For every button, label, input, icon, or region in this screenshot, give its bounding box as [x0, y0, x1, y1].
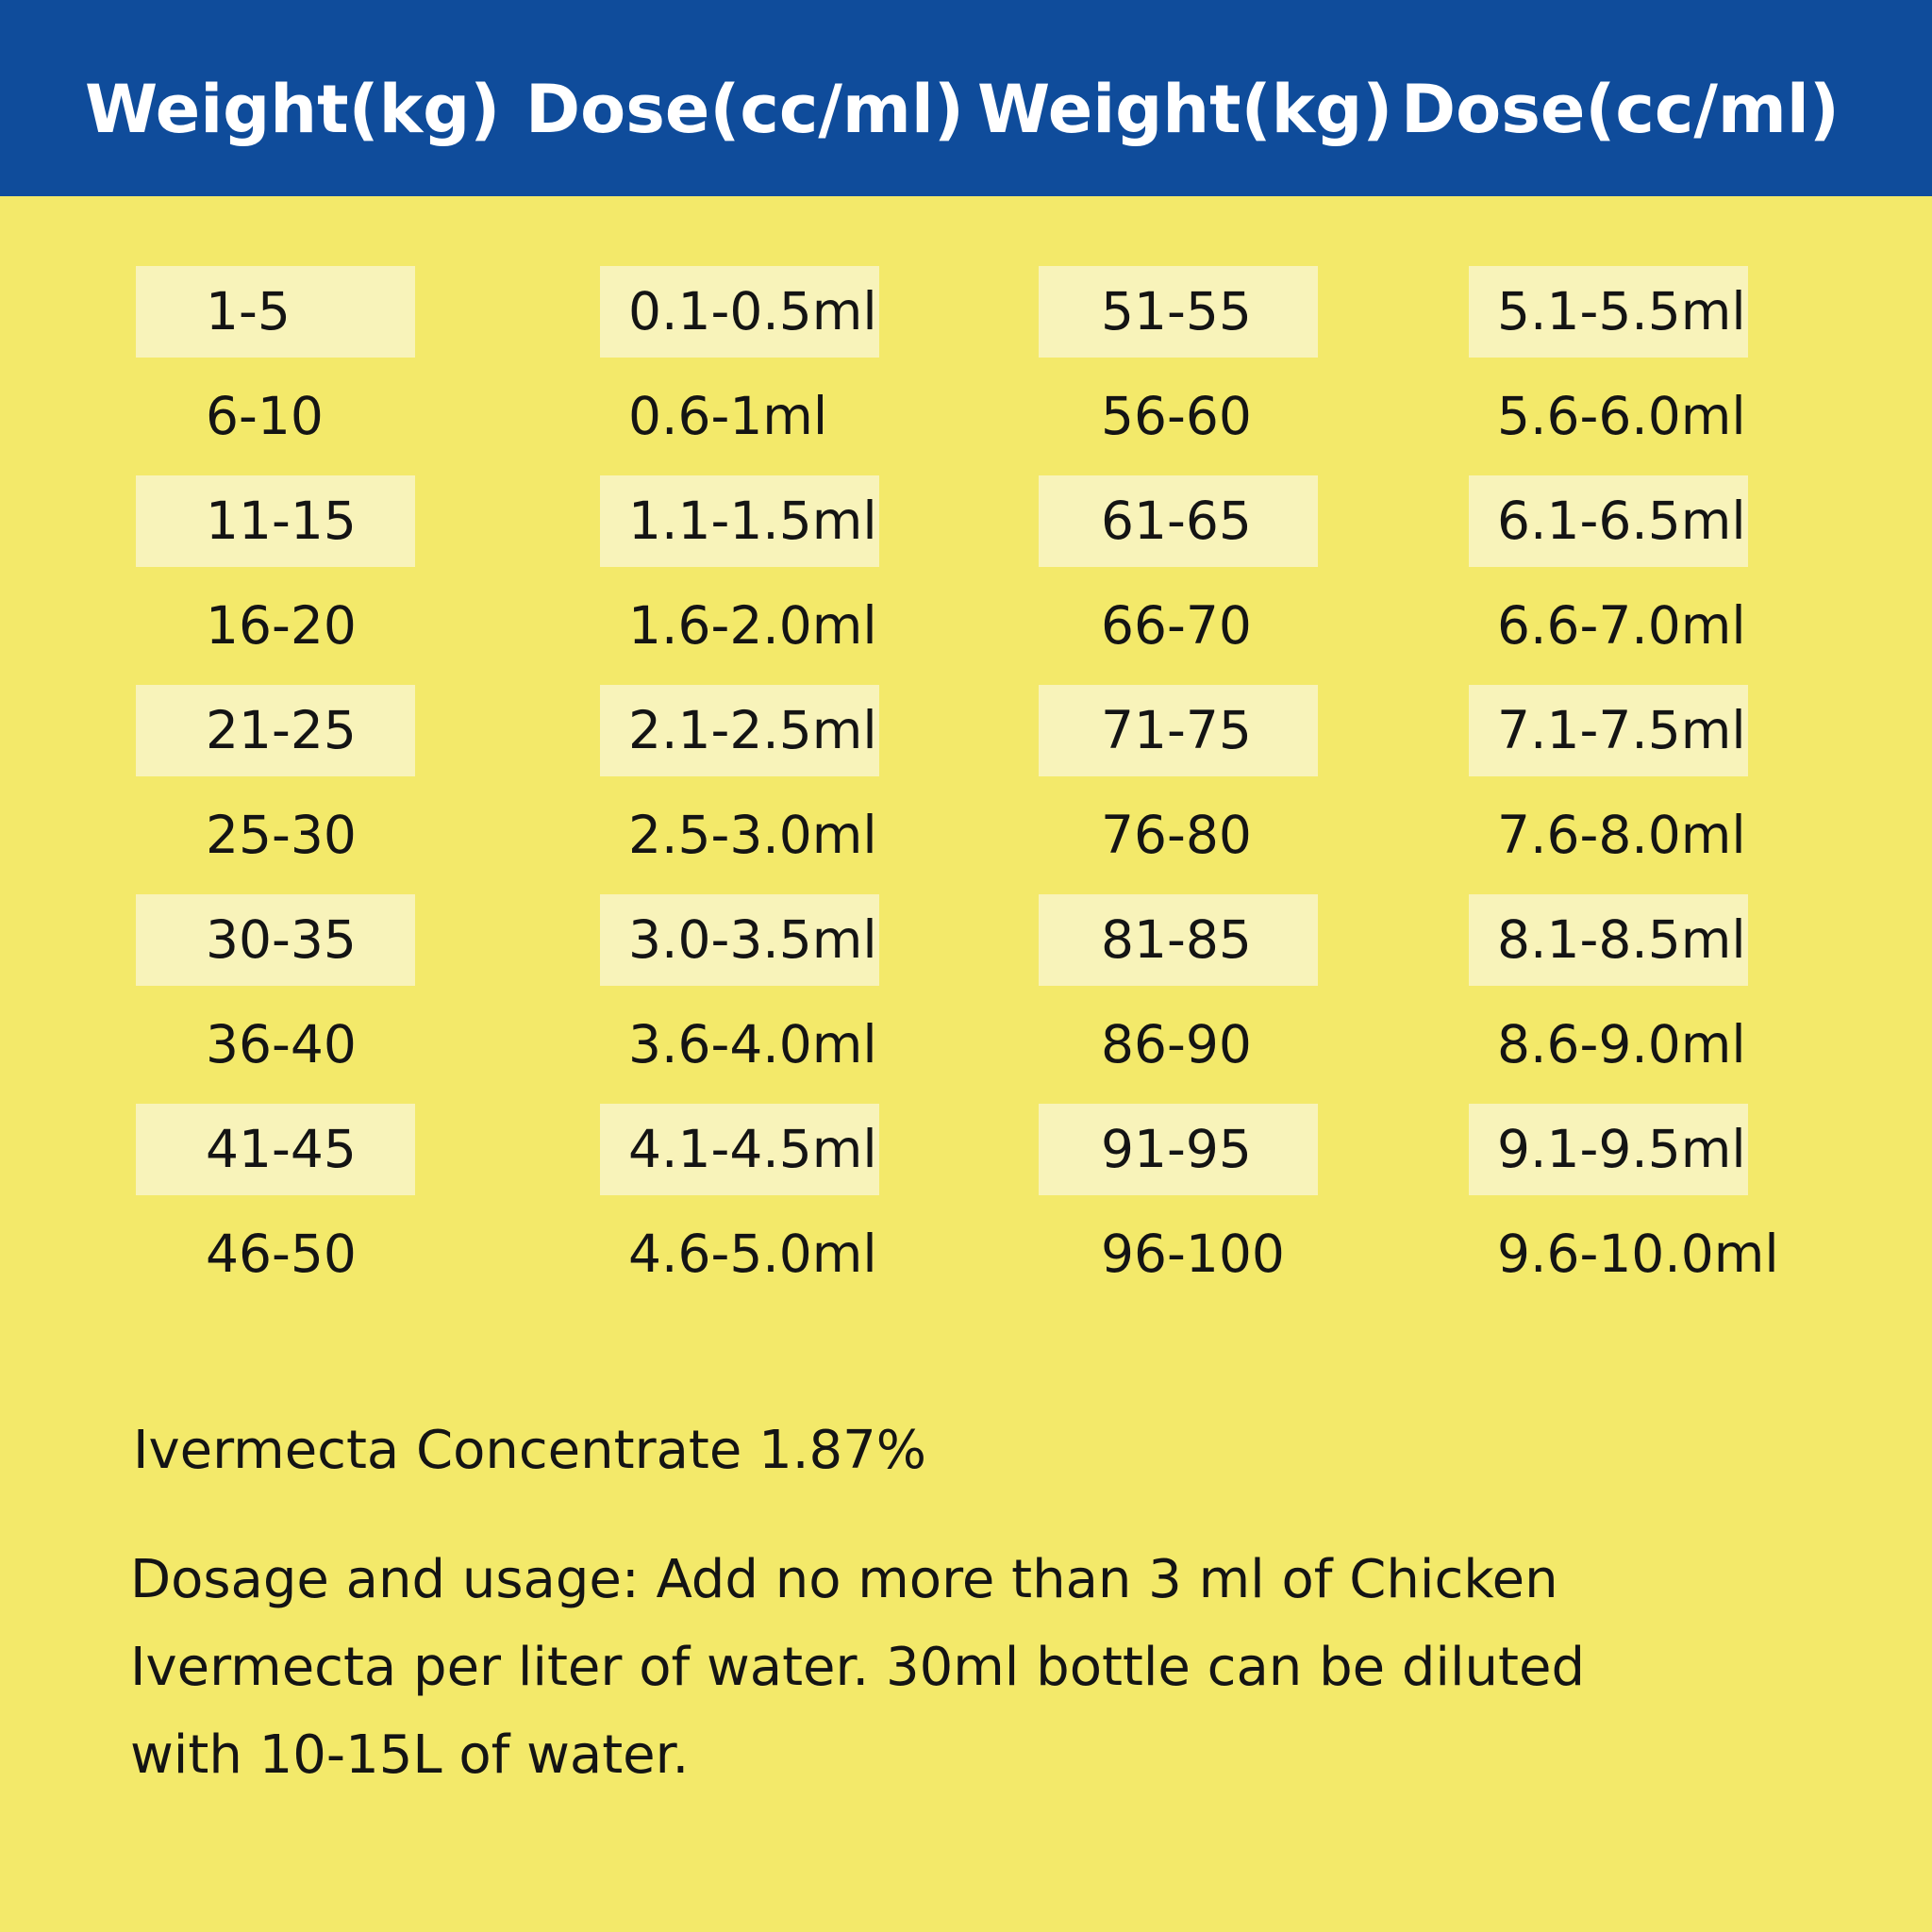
weight-cell: 66-70 [1101, 595, 1252, 656]
weight-cell: 76-80 [1101, 805, 1252, 865]
weight-cell: 71-75 [1039, 685, 1318, 776]
weight-cell: 96-100 [1101, 1224, 1285, 1284]
dose-cell: 1.1-1.5ml [600, 475, 879, 567]
table-row: 1-5 0.1-0.5ml 51-55 5.1-5.5ml [0, 266, 1932, 371]
table-row: 30-35 3.0-3.5ml 81-85 8.1-8.5ml [0, 894, 1932, 999]
header-weight-left: Weight(kg) [85, 71, 501, 148]
weight-cell: 16-20 [206, 595, 357, 656]
usage-line: Dosage and usage: Add no more than 3 ml … [130, 1549, 1558, 1610]
usage-line: Ivermecta per liter of water. 30ml bottl… [130, 1637, 1585, 1698]
weight-cell: 25-30 [206, 805, 357, 865]
dose-cell: 6.6-7.0ml [1497, 595, 1746, 656]
table-row: 25-30 2.5-3.0ml 76-80 7.6-8.0ml [0, 790, 1932, 894]
dosage-table: 1-5 0.1-0.5ml 51-55 5.1-5.5ml 6-10 0.6-1… [0, 266, 1932, 1313]
header-weight-right: Weight(kg) [977, 71, 1393, 148]
dose-cell: 9.6-10.0ml [1497, 1224, 1779, 1284]
table-row: 41-45 4.1-4.5ml 91-95 9.1-9.5ml [0, 1104, 1932, 1208]
table-row: 46-50 4.6-5.0ml 96-100 9.6-10.0ml [0, 1208, 1932, 1313]
weight-cell: 56-60 [1101, 386, 1252, 446]
weight-cell: 21-25 [136, 685, 415, 776]
dose-cell: 5.6-6.0ml [1497, 386, 1746, 446]
dose-cell: 3.0-3.5ml [600, 894, 879, 986]
weight-cell: 6-10 [206, 386, 324, 446]
weight-cell: 30-35 [136, 894, 415, 986]
weight-cell: 91-95 [1039, 1104, 1318, 1195]
dose-cell: 1.6-2.0ml [628, 595, 877, 656]
dose-cell: 4.6-5.0ml [628, 1224, 877, 1284]
dose-cell: 7.6-8.0ml [1497, 805, 1746, 865]
weight-cell: 86-90 [1101, 1014, 1252, 1074]
dose-cell: 2.5-3.0ml [628, 805, 877, 865]
dose-cell: 5.1-5.5ml [1469, 266, 1748, 358]
weight-cell: 46-50 [206, 1224, 357, 1284]
dose-cell: 8.1-8.5ml [1469, 894, 1748, 986]
dose-cell: 9.1-9.5ml [1469, 1104, 1748, 1195]
weight-cell: 1-5 [136, 266, 415, 358]
weight-cell: 11-15 [136, 475, 415, 567]
dose-cell: 2.1-2.5ml [600, 685, 879, 776]
dose-cell: 6.1-6.5ml [1469, 475, 1748, 567]
weight-cell: 41-45 [136, 1104, 415, 1195]
dose-cell: 4.1-4.5ml [600, 1104, 879, 1195]
table-row: 36-40 3.6-4.0ml 86-90 8.6-9.0ml [0, 999, 1932, 1104]
table-row: 21-25 2.1-2.5ml 71-75 7.1-7.5ml [0, 685, 1932, 790]
usage-line: with 10-15L of water. [130, 1724, 690, 1786]
table-row: 11-15 1.1-1.5ml 61-65 6.1-6.5ml [0, 475, 1932, 580]
table-row: 6-10 0.6-1ml 56-60 5.6-6.0ml [0, 371, 1932, 475]
dose-cell: 0.1-0.5ml [600, 266, 879, 358]
weight-cell: 51-55 [1039, 266, 1318, 358]
table-row: 16-20 1.6-2.0ml 66-70 6.6-7.0ml [0, 580, 1932, 685]
dose-cell: 0.6-1ml [628, 386, 828, 446]
dose-cell: 8.6-9.0ml [1497, 1014, 1746, 1074]
table-header: Weight(kg) Dose(cc/ml) Weight(kg) Dose(c… [0, 0, 1932, 196]
weight-cell: 81-85 [1039, 894, 1318, 986]
usage-instructions: Dosage and usage: Add no more than 3 ml … [130, 1536, 1640, 1799]
header-dose-right: Dose(cc/ml) [1401, 71, 1840, 148]
weight-cell: 61-65 [1039, 475, 1318, 567]
header-dose-left: Dose(cc/ml) [525, 71, 964, 148]
dose-cell: 7.1-7.5ml [1469, 685, 1748, 776]
dose-cell: 3.6-4.0ml [628, 1014, 877, 1074]
concentrate-label: Ivermecta Concentrate 1.87% [133, 1420, 927, 1481]
weight-cell: 36-40 [206, 1014, 357, 1074]
